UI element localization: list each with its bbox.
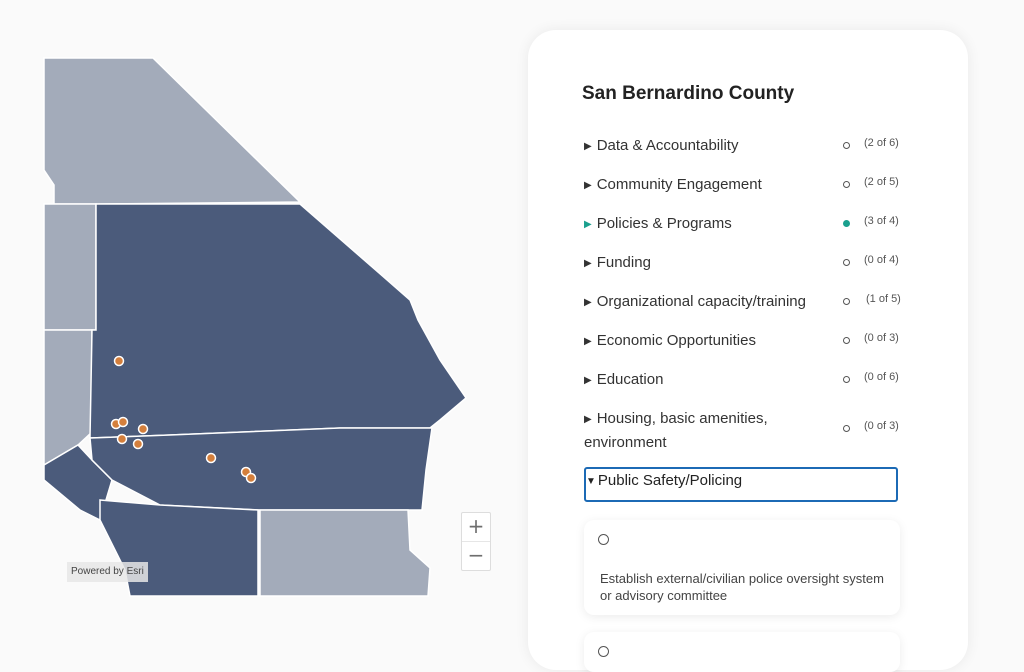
esri-attribution[interactable]: Powered by Esri <box>67 562 148 582</box>
category-label: Organizational capacity/training <box>596 293 806 310</box>
status-dot-icon <box>843 181 850 188</box>
triangle-right-icon: ▶ <box>584 180 592 191</box>
category-count: (0 of 4) <box>864 254 899 266</box>
county-los-angeles[interactable] <box>43 329 93 467</box>
county-san-bernardino[interactable] <box>89 203 468 439</box>
triangle-right-icon: ▶ <box>584 297 592 308</box>
program-markers <box>110 355 257 484</box>
county-map[interactable] <box>0 0 520 660</box>
program-marker[interactable] <box>132 438 144 450</box>
county-inyo[interactable] <box>43 57 302 205</box>
action-item-card[interactable]: Establish external/civilian police overs… <box>584 520 900 615</box>
status-dot-icon <box>843 298 850 305</box>
category-count: (2 of 5) <box>864 176 899 188</box>
county-imperial[interactable] <box>259 509 431 597</box>
category-label: Economic Opportunities <box>596 332 756 349</box>
triangle-down-icon: ▼ <box>586 476 596 487</box>
status-dot-icon <box>843 220 850 227</box>
status-dot-icon <box>843 259 850 266</box>
program-marker[interactable] <box>137 423 149 435</box>
category-label: Community Engagement <box>596 176 762 193</box>
county-title: San Bernardino County <box>582 83 795 104</box>
category-label: Data & Accountability <box>596 137 739 154</box>
category-count: (0 of 3) <box>864 420 899 432</box>
county-kern[interactable] <box>43 203 97 331</box>
category-label: Policies & Programs <box>596 215 732 232</box>
map-view[interactable]: Powered by Esri + − <box>0 0 520 660</box>
radio-icon[interactable] <box>598 534 609 545</box>
program-marker[interactable] <box>116 433 128 445</box>
status-dot-icon <box>843 142 850 149</box>
radio-icon[interactable] <box>598 646 609 657</box>
category-label: Housing, basic amenities, environment <box>584 410 768 451</box>
zoom-in-button[interactable]: + <box>467 514 485 538</box>
zoom-controls: + − <box>461 512 491 571</box>
county-riverside[interactable] <box>89 427 433 511</box>
program-marker[interactable] <box>245 472 257 484</box>
triangle-right-icon: ▶ <box>584 375 592 386</box>
triangle-right-icon: ▶ <box>584 336 592 347</box>
triangle-right-icon: ▶ <box>584 141 592 152</box>
category-row-public-safety[interactable]: ▼ Public Safety/Policing <box>584 467 898 502</box>
category-label: Public Safety/Policing <box>597 472 743 489</box>
status-dot-icon <box>843 337 850 344</box>
triangle-right-icon: ▶ <box>584 219 592 230</box>
category-label: Education <box>596 371 664 388</box>
status-dot-icon <box>843 376 850 383</box>
triangle-right-icon: ▶ <box>584 414 592 425</box>
program-marker[interactable] <box>117 416 129 428</box>
program-marker[interactable] <box>113 355 125 367</box>
category-label: Funding <box>596 254 651 271</box>
category-count: (0 of 6) <box>864 371 899 383</box>
category-count: (0 of 3) <box>864 332 899 344</box>
category-count: (1 of 5) <box>866 293 901 305</box>
program-marker[interactable] <box>205 452 217 464</box>
category-count: (2 of 6) <box>864 137 899 149</box>
triangle-right-icon: ▶ <box>584 258 592 269</box>
status-dot-icon <box>843 425 850 432</box>
action-item-card[interactable] <box>584 632 900 672</box>
action-item-text: Establish external/civilian police overs… <box>600 571 884 603</box>
zoom-out-button[interactable]: − <box>462 541 490 570</box>
category-count: (3 of 4) <box>864 215 899 227</box>
